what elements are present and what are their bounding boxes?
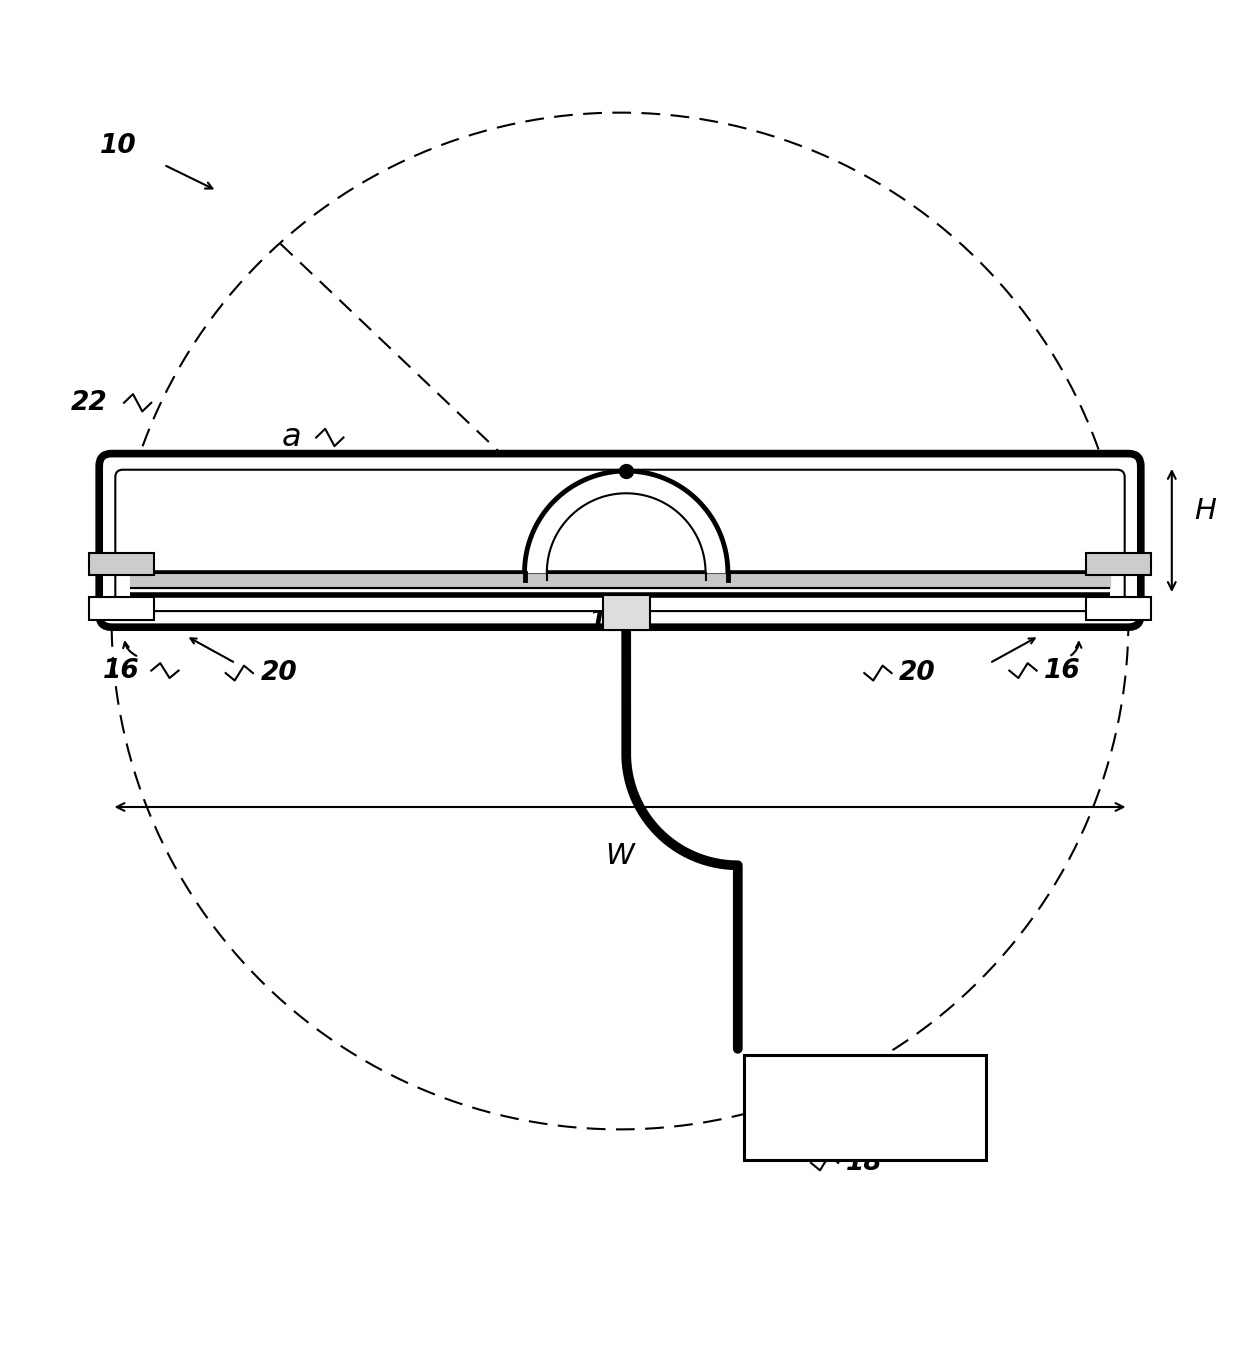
Bar bbox=[1086, 597, 1151, 620]
Text: 28: 28 bbox=[202, 567, 239, 593]
Text: 18: 18 bbox=[846, 1150, 883, 1176]
FancyBboxPatch shape bbox=[99, 454, 1141, 627]
Polygon shape bbox=[525, 471, 728, 572]
Text: 12: 12 bbox=[707, 500, 744, 526]
FancyBboxPatch shape bbox=[115, 470, 1125, 611]
Text: 10: 10 bbox=[99, 133, 136, 158]
Bar bbox=[89, 597, 154, 620]
Text: 22: 22 bbox=[71, 389, 108, 415]
Text: 28: 28 bbox=[965, 567, 1002, 593]
Text: 26: 26 bbox=[329, 486, 366, 512]
Text: W: W bbox=[605, 841, 635, 870]
Text: 14: 14 bbox=[589, 609, 626, 635]
Text: 16: 16 bbox=[1044, 657, 1081, 683]
Text: 24: 24 bbox=[341, 567, 378, 593]
Bar bbox=[1086, 553, 1151, 575]
Text: 16: 16 bbox=[103, 657, 140, 683]
Bar bbox=[89, 553, 154, 575]
Text: a: a bbox=[281, 422, 301, 454]
Bar bbox=[744, 1055, 986, 1160]
Bar bbox=[603, 596, 650, 630]
Text: 20: 20 bbox=[899, 660, 936, 686]
Text: 20: 20 bbox=[260, 660, 298, 686]
Text: H: H bbox=[1194, 497, 1216, 525]
